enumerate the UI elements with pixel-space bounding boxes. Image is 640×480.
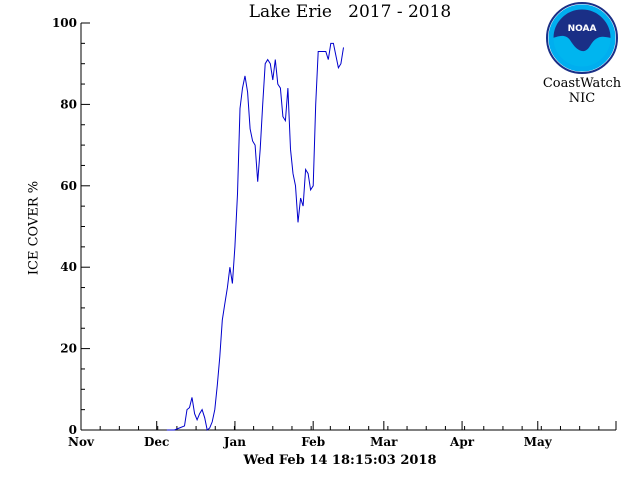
y-tick-label: 0 <box>69 423 77 437</box>
noaa-logo-text: NOAA <box>568 24 597 34</box>
x-tick-label: Mar <box>370 435 398 449</box>
coastwatch-label: CoastWatch NIC <box>522 76 640 106</box>
x-tick-label: Apr <box>449 435 475 449</box>
x-tick-label: May <box>524 435 553 449</box>
x-tick-label: Jan <box>223 435 246 449</box>
x-axis-ticks: Nov Dec Jan Feb Mar Apr May <box>68 421 617 449</box>
y-tick-label: 80 <box>60 97 77 111</box>
y-axis-label: ICE COVER % <box>26 180 42 276</box>
chart-title: Lake Erie 2017 - 2018 <box>248 2 452 22</box>
ice-cover-line <box>166 42 344 431</box>
x-tick-label: Feb <box>301 435 325 449</box>
y-tick-label: 40 <box>60 260 77 274</box>
chart-series <box>166 42 344 431</box>
timestamp: Wed Feb 14 18:15:03 2018 <box>243 453 437 468</box>
x-tick-label: Nov <box>68 435 95 449</box>
noaa-emblem-icon: NOAA <box>546 2 618 74</box>
y-tick-label: 20 <box>60 342 77 356</box>
coastwatch-line1: CoastWatch <box>542 76 622 91</box>
noaa-logo: NOAA <box>546 2 618 74</box>
x-tick-label: Dec <box>144 435 169 449</box>
coastwatch-line2: NIC <box>568 91 596 106</box>
y-tick-label: 60 <box>60 179 77 193</box>
y-tick-label: 100 <box>52 16 77 30</box>
y-axis-ticks: 0 20 40 60 80 100 <box>52 16 90 437</box>
